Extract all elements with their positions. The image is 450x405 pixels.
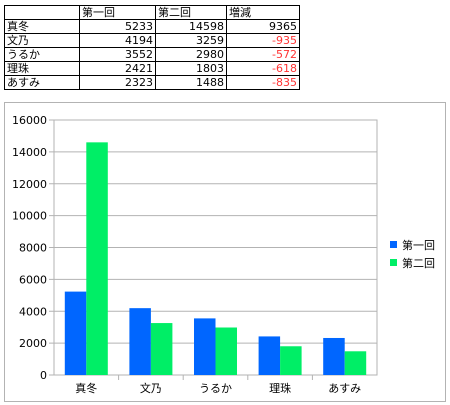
value-cell[interactable]: 2980 [155, 47, 227, 62]
y-tick-label: 6000 [19, 273, 47, 286]
table-row: 真冬 5233 14598 9365 [4, 19, 300, 34]
header-cell[interactable]: 第一回 [79, 5, 156, 20]
table-row: 理珠 2421 1803 -618 [4, 61, 300, 76]
bar-round1 [64, 291, 87, 375]
value-cell[interactable]: 1488 [155, 75, 227, 90]
bar-round2 [150, 323, 173, 375]
value-cell[interactable]: 4194 [79, 33, 156, 48]
chart-frame[interactable]: 0 2000 4000 6000 8000 10000 12000 14000 16000 真冬 文… [4, 102, 446, 402]
bar-round2 [280, 346, 302, 375]
legend-label: 第二回 [402, 256, 435, 270]
bar-round1 [129, 308, 151, 375]
value-cell[interactable]: 5233 [79, 19, 156, 34]
bar-round2 [86, 142, 108, 375]
y-tick-label: 16000 [12, 114, 47, 127]
row-label-cell[interactable]: 真冬 [4, 19, 80, 34]
value-cell[interactable]: -572 [226, 47, 300, 62]
table-row: うるか 3552 2980 -572 [4, 47, 300, 62]
y-tick-label: 14000 [12, 146, 47, 159]
bar-round2 [344, 351, 367, 375]
value-cell[interactable]: 3552 [79, 47, 156, 62]
y-tick-label: 8000 [19, 242, 47, 255]
legend-swatch [390, 259, 397, 266]
row-label-cell[interactable]: 文乃 [4, 33, 80, 48]
table-row: あすみ 2323 1488 -835 [4, 75, 300, 90]
x-tick-label: 真冬 [75, 381, 97, 395]
bar-round1 [194, 318, 216, 375]
table-row: 文乃 4194 3259 -935 [4, 33, 300, 48]
value-cell[interactable]: -618 [226, 61, 300, 76]
header-cell[interactable]: 増減 [226, 5, 300, 20]
value-cell[interactable]: 1803 [155, 61, 227, 76]
row-label-cell[interactable]: 理珠 [4, 61, 80, 76]
bar-round1 [323, 337, 345, 375]
value-cell[interactable]: -935 [226, 33, 300, 48]
value-cell[interactable]: 2421 [79, 61, 156, 76]
value-cell[interactable]: 14598 [155, 19, 227, 34]
legend-swatch [390, 241, 397, 248]
y-tick-label: 0 [40, 369, 47, 382]
header-cell[interactable] [4, 5, 80, 20]
x-tick-label: うるか [199, 382, 232, 395]
y-tick-label: 12000 [12, 178, 47, 191]
header-cell[interactable]: 第二回 [155, 5, 227, 20]
row-label-cell[interactable]: うるか [4, 47, 80, 62]
y-tick-label: 10000 [12, 210, 47, 223]
y-tick-label: 4000 [19, 305, 47, 318]
bar-round2 [215, 327, 237, 375]
y-tick-label: 2000 [19, 337, 47, 350]
value-cell[interactable]: 3259 [155, 33, 227, 48]
bar-round1 [258, 336, 281, 375]
x-tick-label: 文乃 [140, 381, 162, 395]
x-tick-label: あすみ [328, 382, 361, 395]
x-tick-label: 理珠 [269, 381, 291, 395]
table-header-row: 第一回 第二回 増減 [4, 5, 300, 20]
bar-chart: 0 2000 4000 6000 8000 10000 12000 14000 16000 真冬 文… [12, 114, 435, 395]
value-cell[interactable]: 2323 [79, 75, 156, 90]
value-cell[interactable]: -835 [226, 75, 300, 90]
row-label-cell[interactable]: あすみ [4, 75, 80, 90]
legend-label: 第一回 [402, 238, 435, 252]
value-cell[interactable]: 9365 [226, 19, 300, 34]
data-table: 第一回 第二回 増減 真冬 5233 14598 9365 文乃 4194 3259 -935 うるか… [4, 5, 300, 90]
